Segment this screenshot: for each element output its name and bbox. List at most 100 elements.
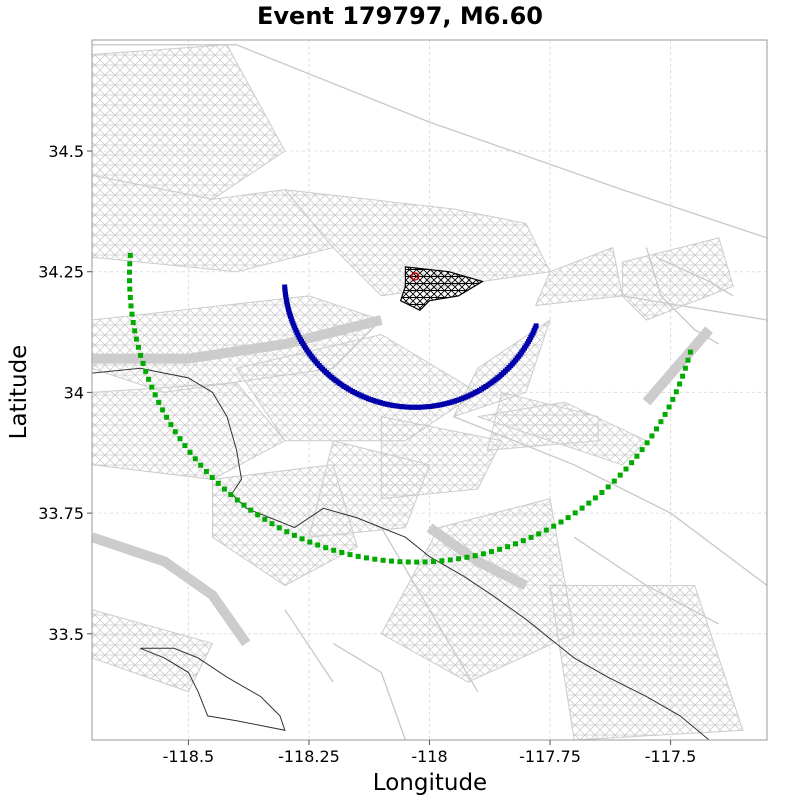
outer-ring-point <box>127 261 133 267</box>
fault-strip <box>92 532 251 647</box>
outer-ring-point <box>644 440 650 446</box>
outer-ring-point <box>662 411 668 417</box>
outer-ring-point <box>685 357 691 363</box>
outer-ring-point <box>558 519 564 525</box>
y-tick-label: 34.5 <box>48 142 84 161</box>
outer-ring-point <box>431 559 436 564</box>
outer-ring-point <box>192 456 198 462</box>
outer-ring-point <box>592 495 598 501</box>
outer-ring-point <box>666 404 672 410</box>
outer-ring-point <box>307 539 313 545</box>
outer-ring-point <box>160 407 166 413</box>
outer-ring-point <box>198 462 204 468</box>
outer-ring-point <box>682 365 688 371</box>
outer-ring-point <box>234 497 240 503</box>
outer-ring-point <box>241 502 247 508</box>
outer-ring-point <box>654 426 659 432</box>
road-line <box>332 642 407 740</box>
distance-rings <box>127 252 693 565</box>
outer-ring-point <box>339 550 345 555</box>
outer-ring-point <box>130 320 136 325</box>
y-tick-label: 33.75 <box>38 504 84 523</box>
fault-strip <box>92 315 383 364</box>
y-axis: 33.5 33.75 34 34.25 34.5 <box>38 142 92 644</box>
outer-ring-point <box>543 527 549 533</box>
x-tick-label: -118.5 <box>163 747 215 766</box>
outer-ring-point <box>422 559 428 565</box>
outer-ring-point <box>187 449 193 455</box>
outer-ring-point <box>355 553 361 559</box>
fault-strip <box>642 326 713 406</box>
outer-ring-point <box>623 466 629 472</box>
outer-ring-point <box>639 447 645 453</box>
x-tick-label: -118 <box>411 747 447 766</box>
outer-ring-point <box>464 554 470 560</box>
outer-ring-point <box>228 492 234 498</box>
outer-ring-point <box>164 414 170 420</box>
chart-title: Event 179797, M6.60 <box>257 2 543 30</box>
outer-ring-point <box>299 536 305 542</box>
outer-ring-point <box>284 529 290 535</box>
road-line <box>92 44 767 239</box>
outer-ring-point <box>551 523 557 529</box>
x-axis: -118.5 -118.25 -118 -117.75 -117.5 <box>163 740 697 766</box>
outer-ring-point <box>129 311 135 317</box>
outer-ring-point <box>397 559 403 565</box>
outer-ring-point <box>497 546 503 552</box>
outer-ring-point <box>680 373 686 379</box>
road-line <box>284 609 334 683</box>
outer-ring-point <box>132 328 138 334</box>
outer-ring-point <box>127 269 132 275</box>
outer-ring-point <box>599 490 605 495</box>
outer-ring-point <box>472 553 478 559</box>
outer-ring-point <box>221 486 227 492</box>
coastline <box>92 367 710 740</box>
y-tick-label: 33.5 <box>48 625 84 644</box>
outer-ring-point <box>255 512 261 518</box>
outer-ring-point <box>315 542 321 548</box>
outer-ring-point <box>586 500 592 506</box>
outer-ring-point <box>143 368 149 374</box>
outer-ring-point <box>528 534 534 540</box>
outer-ring-point <box>658 419 664 425</box>
outer-ring-point <box>138 352 144 358</box>
outer-ring-point <box>673 389 679 395</box>
inner-ring-point <box>533 323 539 329</box>
outer-ring-point <box>520 538 526 544</box>
y-axis-label: Latitude <box>6 345 32 440</box>
outer-ring-point <box>135 344 141 350</box>
outer-ring-point <box>364 555 369 561</box>
fault-patch <box>92 609 214 693</box>
plot-area <box>92 40 767 740</box>
outer-ring-point <box>331 547 337 553</box>
outer-ring-point <box>611 478 617 484</box>
hypocenter-marker <box>410 272 420 281</box>
outer-ring-point <box>489 549 494 555</box>
outer-ring-point <box>677 381 683 387</box>
outer-ring-point <box>565 515 571 521</box>
x-tick-label: -118.25 <box>278 747 340 766</box>
outer-ring-point <box>127 286 133 292</box>
outer-ring-point <box>146 376 152 382</box>
outer-ring-point <box>323 545 329 551</box>
outer-ring-point <box>605 484 611 490</box>
outer-ring-point <box>670 396 676 402</box>
fault-patch <box>621 237 734 321</box>
outer-ring-point <box>291 532 297 538</box>
fault-patch <box>380 497 575 683</box>
x-tick-label: -117.5 <box>645 747 697 766</box>
fault-patch <box>549 585 744 740</box>
outer-ring-point <box>380 557 386 563</box>
outer-ring-point <box>634 453 640 459</box>
outer-ring-point <box>215 480 221 486</box>
x-axis-label: Longitude <box>373 770 487 796</box>
outer-ring-point <box>127 278 132 284</box>
coastline-line <box>92 367 710 740</box>
outer-ring-point <box>372 556 378 562</box>
outer-ring-point <box>248 507 254 513</box>
outer-ring-point <box>168 422 174 428</box>
outer-ring-point <box>347 552 353 558</box>
outer-ring-point <box>572 510 578 516</box>
